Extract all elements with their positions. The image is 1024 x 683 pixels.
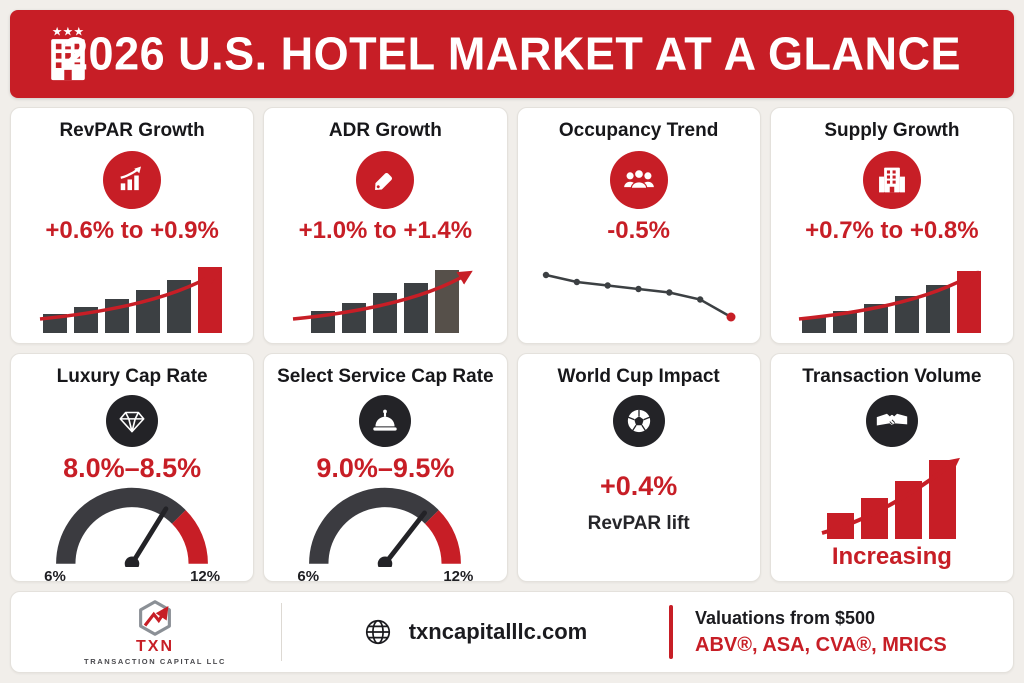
card-transaction-volume: Transaction Volume [769, 353, 1014, 582]
occupancy-trend-value: -0.5% [607, 217, 670, 244]
luxury-cap-rate-gauge: 6% 12% [44, 483, 221, 582]
occupancy-line-chart [542, 271, 736, 322]
globe-icon [365, 619, 390, 645]
card-title: Select Service Cap Rate [277, 366, 494, 387]
card-adr-growth: ADR Growth +1.0% to +1.4% [263, 107, 508, 344]
service-bell-icon [359, 395, 412, 447]
revpar-mini-bar-chart [30, 261, 235, 333]
stats-grid: RevPAR Growth +0.6% to +0.9% [10, 107, 1014, 582]
valuations-text: Valuations from $500 [695, 607, 876, 628]
world-cup-impact-value: +0.4% [599, 471, 678, 501]
card-luxury-cap-rate: Luxury Cap Rate 8.0%–8.5% [10, 353, 255, 582]
gauge-max-label: 12% [190, 568, 221, 582]
txn-logo-subtitle: TRANSACTION CAPITAL LLC [84, 656, 226, 666]
page-title: 2026 U.S. HOTEL MARKET AT A GLANCE [63, 26, 961, 81]
price-tag-icon [356, 151, 415, 209]
revpar-bar-chart-icon [103, 151, 162, 209]
card-title: Luxury Cap Rate [56, 366, 208, 387]
soccer-ball-icon [612, 395, 665, 447]
card-title: Occupancy Trend [558, 120, 719, 141]
gauge-min-label: 6% [44, 568, 66, 582]
card-title: World Cup Impact [557, 366, 720, 387]
txn-logo-text: TXN [136, 637, 174, 655]
header-banner: ★★★ 2026 U.S. HOTEL MARKET AT A GLANCE [10, 10, 1014, 98]
svg-text:★★★: ★★★ [52, 24, 85, 38]
gauge-min-label: 6% [297, 568, 320, 582]
card-title: RevPAR Growth [59, 120, 205, 141]
select-service-cap-rate-gauge: 6% 12% [297, 483, 474, 582]
handshake-icon [865, 395, 918, 447]
footer-red-divider [669, 605, 673, 659]
txn-logo: TXN TRANSACTION CAPITAL LLC [29, 599, 281, 666]
select-service-cap-rate-value: 9.0%–9.5% [316, 453, 455, 483]
card-title: ADR Growth [328, 120, 442, 141]
building-icon [862, 151, 921, 209]
transaction-volume-value: Increasing [831, 543, 952, 570]
txn-logo-icon [139, 599, 171, 636]
card-supply-growth: Supply Growth +0.7% to +0.8 [769, 107, 1014, 344]
transaction-volume-bar-chart [812, 453, 972, 539]
website-url: txncapitalllc.com [408, 619, 588, 644]
valuations-block: Valuations from $500 ABV®, ASA, CVA®, MR… [695, 608, 995, 657]
occupancy-people-icon [609, 151, 668, 209]
footer-divider [281, 603, 282, 661]
website-block: txncapitalllc.com [282, 614, 665, 650]
footer-bar: TXN TRANSACTION CAPITAL LLC txncapitalll… [10, 591, 1014, 673]
adr-mini-bar-chart [283, 261, 488, 333]
credentials-text: ABV®, ASA, CVA®, MRICS [695, 633, 947, 656]
luxury-cap-rate-value: 8.0%–8.5% [63, 453, 202, 483]
supply-growth-value: +0.7% to +0.8% [805, 217, 979, 244]
hotel-stars-icon: ★★★ [40, 22, 96, 91]
gauge-max-label: 12% [443, 568, 474, 582]
card-revpar-growth: RevPAR Growth +0.6% to +0.9% [10, 107, 255, 344]
card-occupancy-trend: Occupancy Trend -0.5% [516, 107, 761, 344]
world-cup-impact-subtitle: RevPAR lift [587, 513, 690, 534]
card-select-service-cap-rate: Select Service Cap Rate 9.0%–9.5% [263, 353, 508, 582]
diamond-icon [106, 395, 159, 447]
adr-growth-value: +1.0% to +1.4% [298, 217, 473, 244]
supply-mini-bar-chart [789, 261, 994, 333]
card-world-cup-impact: World Cup Impact +0.4% RevPAR lift [516, 353, 761, 582]
card-title: Supply Growth [824, 120, 960, 141]
card-title: Transaction Volume [802, 366, 982, 387]
revpar-growth-value: +0.6% to +0.9% [45, 217, 219, 244]
